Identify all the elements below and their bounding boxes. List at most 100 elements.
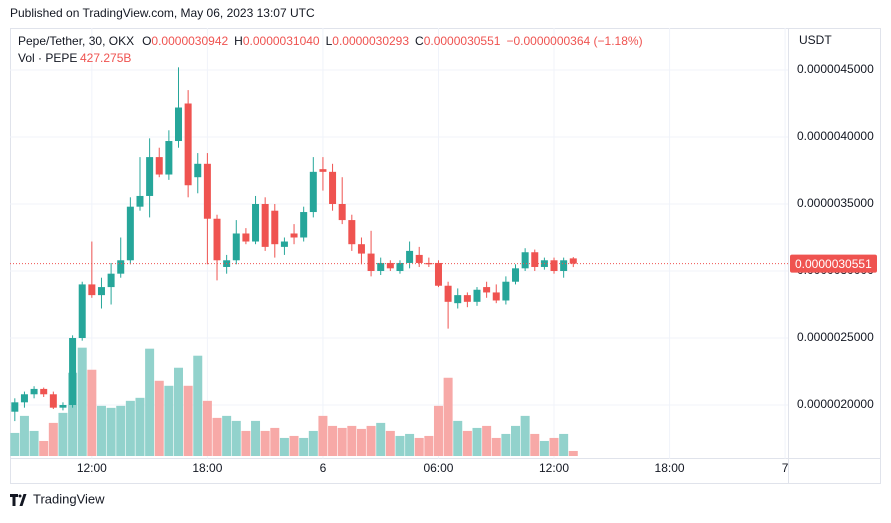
candle-body: [357, 244, 365, 254]
volume-bar: [174, 367, 184, 456]
candle-body: [434, 262, 442, 286]
x-tick-label: 18:00: [655, 461, 685, 475]
y-tick-label: 0.0000045000: [797, 62, 874, 76]
candle-body: [512, 268, 520, 282]
candle-body: [319, 169, 327, 172]
x-tick-label: 12:00: [539, 461, 569, 475]
volume-bar: [58, 412, 68, 456]
volume-bar: [222, 415, 232, 456]
candle-body: [146, 157, 154, 196]
candle-body: [20, 394, 28, 403]
volume-value: 427.275B: [80, 51, 131, 65]
x-tick-label: 12:00: [77, 461, 107, 475]
brand-name: TradingView: [33, 491, 105, 506]
volume-bar: [511, 425, 521, 456]
y-tick-label: 0.0000035000: [797, 196, 874, 210]
volume-bar: [530, 433, 540, 456]
candle-body: [213, 218, 221, 261]
x-tick-label: 06:00: [423, 461, 453, 475]
volume-bar: [77, 347, 87, 456]
chart-frame: [10, 28, 881, 484]
candle-body: [300, 212, 308, 238]
candle-body: [425, 262, 433, 265]
candle-body: [97, 287, 105, 296]
volume-bar: [356, 428, 366, 456]
candle-body: [502, 281, 510, 301]
candle-body: [492, 292, 500, 301]
volume-bar: [366, 425, 376, 456]
volume-bar: [29, 430, 39, 456]
volume-bar: [308, 430, 318, 456]
ohlc-key: O: [142, 34, 151, 48]
ohlc-key: H: [234, 34, 243, 48]
volume-bar: [260, 430, 270, 456]
candle-body: [252, 204, 260, 242]
volume-bar: [39, 440, 49, 456]
candle-body: [396, 262, 404, 271]
candle-body: [483, 287, 491, 293]
candle-body: [40, 388, 48, 395]
candle-body: [136, 195, 144, 207]
volume-bar: [164, 385, 174, 456]
volume-bar: [279, 437, 289, 456]
candle-body: [386, 262, 394, 269]
volume-bar: [491, 437, 501, 456]
candle-body: [560, 260, 568, 271]
candle-body: [203, 163, 211, 219]
candle-body: [69, 338, 77, 405]
volume-bar: [501, 433, 511, 456]
volume-bar: [10, 432, 20, 456]
candle-body: [261, 204, 269, 247]
volume-title: Vol · PEPE: [18, 51, 77, 65]
volume-bar: [347, 425, 357, 456]
candle-body: [30, 388, 38, 395]
volume-bar: [520, 415, 530, 456]
volume-bar: [433, 405, 443, 456]
volume-bar: [424, 435, 434, 456]
symbol: Pepe/Tether, 30, OKX: [18, 34, 134, 48]
candle-body: [329, 171, 337, 204]
currency: USDT: [799, 33, 832, 47]
volume-bar: [48, 422, 58, 456]
candle-body: [550, 260, 558, 271]
volume-bar: [270, 427, 280, 456]
volume-bar: [337, 427, 347, 456]
x-tick-label: 6: [320, 461, 327, 475]
volume-bar: [376, 422, 386, 456]
candle-body: [309, 171, 317, 213]
volume-bar: [328, 425, 338, 456]
y-tick-label: 0.0000025000: [797, 330, 874, 344]
volume-bar: [231, 420, 241, 456]
volume-bar: [251, 420, 261, 456]
candle-body: [454, 295, 462, 304]
last-price-label: 0.0000030551: [795, 257, 872, 271]
volume-bar: [154, 380, 164, 456]
volume-bar: [568, 450, 578, 456]
volume-bar: [453, 420, 463, 456]
candle-body: [184, 103, 192, 186]
x-tick-label: 18:00: [192, 461, 222, 475]
brand-logo: [10, 494, 27, 506]
volume-bar: [135, 397, 145, 456]
candle-body: [117, 260, 125, 274]
volume-bar: [19, 415, 29, 456]
candle-body: [165, 141, 173, 175]
candle-body: [88, 284, 96, 296]
candle-body: [107, 273, 115, 288]
candle-body: [155, 157, 163, 175]
change: −0.0000000364 (−1.18%): [506, 34, 642, 48]
ohlc-key: C: [415, 34, 424, 48]
candle-body: [367, 253, 375, 271]
volume-bar: [299, 437, 309, 456]
candle-body: [377, 262, 385, 271]
ohlc-value: 0.0000031040: [243, 34, 320, 48]
candle-body: [175, 107, 183, 142]
x-tick-label: 7: [782, 461, 789, 475]
candle-body: [271, 210, 279, 245]
candle-body: [415, 254, 423, 263]
ohlc-key: L: [326, 34, 333, 48]
volume-bar: [96, 405, 106, 456]
volume-bar: [183, 385, 193, 456]
volume-bar: [68, 372, 78, 456]
candle-body: [232, 233, 240, 261]
